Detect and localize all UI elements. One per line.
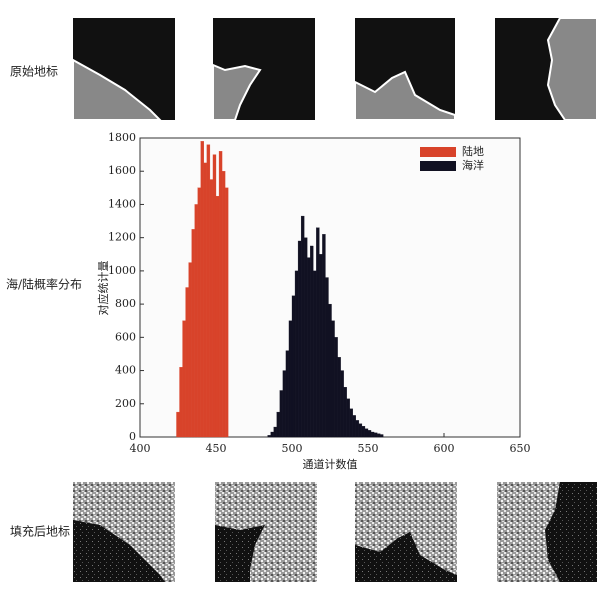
bar: [346, 398, 350, 438]
bar: [316, 227, 320, 438]
bar: [337, 357, 341, 438]
bar: [270, 431, 274, 438]
y-tick-label: 400: [115, 364, 136, 377]
x-tick-label: 400: [130, 442, 151, 455]
bar: [352, 415, 356, 438]
bar: [279, 390, 284, 438]
bar: [185, 287, 189, 438]
bar: [179, 367, 183, 438]
bar: [194, 204, 198, 438]
bar: [319, 254, 323, 438]
bar: [224, 187, 229, 438]
bar: [206, 144, 211, 438]
bar: [313, 270, 317, 438]
bar: [370, 431, 375, 438]
bar: [191, 229, 195, 438]
bar: [188, 262, 192, 438]
x-axis-label: 通道计数值: [303, 457, 358, 471]
bar: [200, 141, 204, 438]
y-tick-label: 600: [115, 330, 136, 343]
bar: [218, 151, 223, 438]
y-tick-label: 0: [129, 430, 136, 443]
bar: [212, 154, 217, 438]
bar: [334, 337, 338, 438]
filled-images: [73, 482, 597, 582]
y-tick-label: 1600: [108, 164, 136, 177]
bar: [373, 432, 378, 438]
bar: [358, 423, 363, 438]
bar: [355, 420, 360, 438]
legend-swatch: [420, 161, 456, 171]
bar: [328, 303, 332, 438]
row-label: 海/陆概率分布: [6, 277, 82, 292]
x-tick-label: 550: [358, 442, 379, 455]
legend-label: 陆地: [462, 144, 484, 158]
bar: [310, 245, 314, 438]
bar: [221, 171, 226, 438]
bar: [325, 277, 329, 438]
bar: [182, 320, 186, 438]
bar: [304, 237, 308, 438]
bar: [215, 195, 220, 438]
x-tick-label: 650: [510, 442, 531, 455]
bar: [267, 435, 271, 438]
bar: [273, 426, 277, 438]
bar: [361, 426, 366, 438]
bar: [209, 179, 214, 438]
bar: [349, 408, 353, 438]
y-tick-label: 1800: [108, 131, 136, 144]
row-label: 填充后地标: [10, 524, 70, 539]
y-tick-label: 1000: [108, 264, 136, 277]
x-tick-label: 600: [434, 442, 455, 455]
bar: [322, 234, 326, 438]
original-images: [72, 17, 598, 121]
bar: [380, 434, 384, 438]
bar: [340, 370, 344, 438]
bar: [176, 411, 180, 438]
y-axis-label: 对应统计量: [96, 261, 110, 316]
y-tick-label: 800: [115, 297, 136, 310]
bar: [331, 320, 335, 438]
bar: [197, 187, 201, 438]
bar: [294, 270, 299, 438]
bar: [376, 433, 381, 438]
bar: [276, 411, 280, 438]
bar: [343, 387, 347, 438]
bar: [307, 257, 311, 438]
y-tick-label: 1400: [108, 197, 136, 210]
bar: [288, 320, 293, 438]
x-tick-label: 500: [282, 442, 303, 455]
row-label: 原始地标: [10, 65, 58, 79]
bar: [367, 430, 372, 438]
bar: [297, 240, 302, 438]
legend-label: 海洋: [462, 158, 484, 172]
bar: [285, 350, 290, 438]
bar: [300, 215, 305, 438]
bar: [291, 295, 296, 438]
bar: [203, 162, 208, 438]
y-tick-label: 200: [115, 397, 136, 410]
bar: [282, 370, 287, 438]
y-tick-label: 1200: [108, 231, 136, 244]
x-tick-label: 450: [206, 442, 227, 455]
bar: [364, 428, 369, 438]
legend-swatch: [420, 147, 456, 157]
